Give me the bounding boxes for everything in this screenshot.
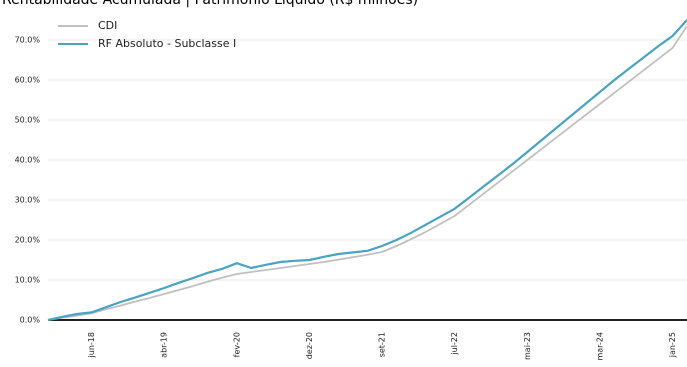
y-tick-label: 40.0% (15, 156, 41, 165)
y-tick-label: 60.0% (15, 76, 41, 85)
x-tick-label: mar-24 (595, 332, 604, 361)
x-tick-label: fev-20 (232, 332, 241, 357)
y-tick-label: 0.0% (20, 316, 41, 325)
x-tick-label: set-21 (378, 332, 387, 357)
x-tick-label: jun-18 (87, 332, 96, 358)
y-tick-label: 70.0% (15, 36, 41, 45)
series-line (47, 25, 687, 321)
y-tick-label: 50.0% (15, 116, 41, 125)
y-tick-label: 30.0% (15, 196, 41, 205)
x-tick-label: mai-23 (523, 332, 532, 360)
y-tick-label: 20.0% (15, 236, 41, 245)
x-tick-label: dez-20 (305, 332, 314, 359)
legend-label: RF Absoluto - Subclasse I (98, 37, 236, 50)
x-tick-label: jan-25 (668, 332, 677, 358)
y-tick-label: 10.0% (15, 276, 41, 285)
chart-title: Rentabilidade Acumulada | Patrimônio Líq… (2, 0, 418, 8)
x-tick-label: jul-22 (450, 332, 459, 356)
legend-label: CDI (98, 19, 117, 32)
series-line (47, 19, 687, 322)
x-tick-label: abr-19 (160, 332, 169, 358)
